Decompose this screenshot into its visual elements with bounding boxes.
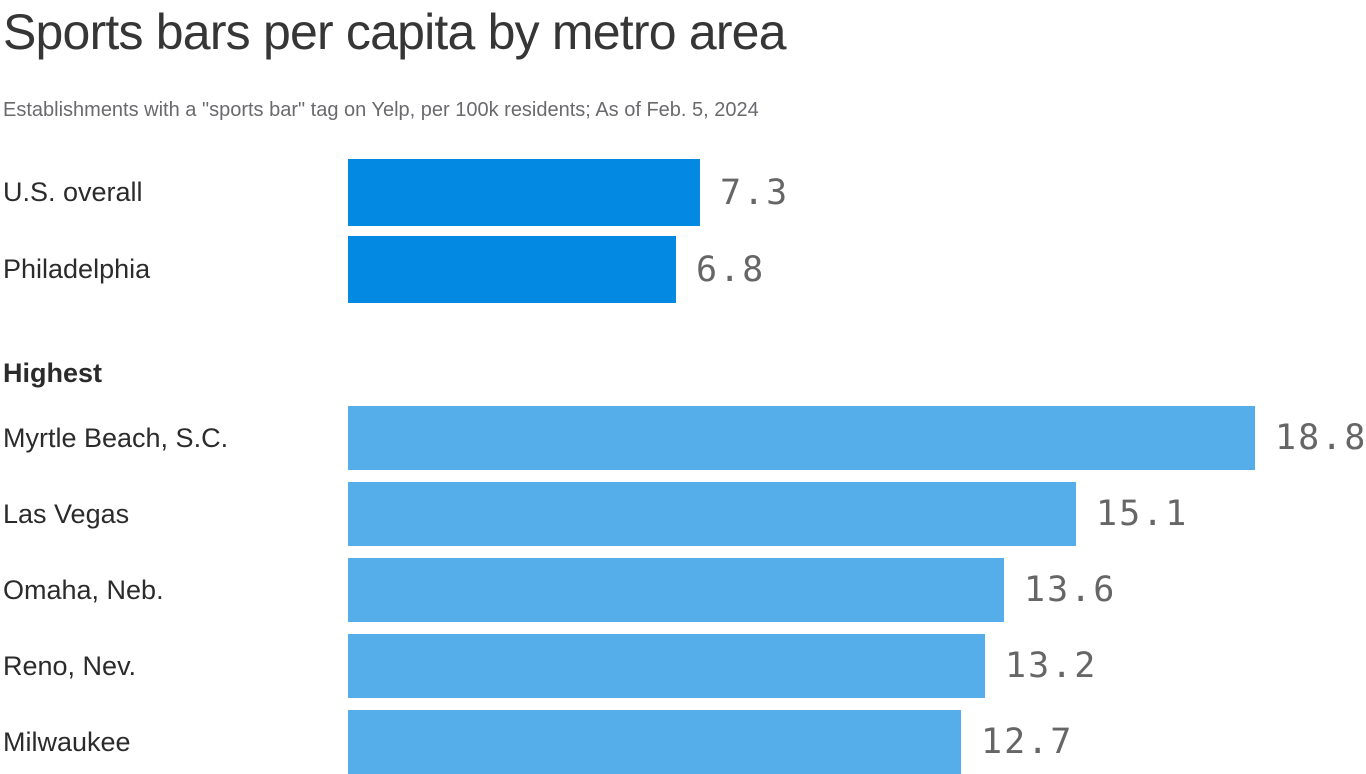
- bar-chart: U.S. overall 7.3 Philadelphia 6.8 Highest Myr…: [3, 159, 1366, 774]
- bar-value: 7.3: [720, 172, 790, 213]
- bar-value: 6.8: [696, 249, 766, 290]
- bar-label: Omaha, Neb.: [3, 574, 164, 605]
- bar: [348, 406, 1255, 470]
- group-header-highest: Highest: [3, 358, 103, 388]
- chart-subtitle: Establishments with a "sports bar" tag o…: [3, 99, 759, 121]
- bar: [348, 710, 961, 774]
- bar: [348, 482, 1076, 546]
- bar-row: Philadelphia 6.8: [3, 236, 1366, 303]
- bar: [348, 558, 1004, 622]
- bar-value: 15.1: [1096, 494, 1189, 534]
- bar-label: Milwaukee: [3, 726, 131, 757]
- bar-value: 12.7: [981, 722, 1074, 762]
- bar-row: Las Vegas 15.1: [3, 482, 1366, 546]
- bar-value: 18.8: [1275, 418, 1366, 458]
- bar-label: Myrtle Beach, S.C.: [3, 422, 229, 453]
- bar: [348, 159, 700, 226]
- bar-group: U.S. overall 7.3 Philadelphia 6.8: [3, 159, 1366, 303]
- bar-row: Myrtle Beach, S.C. 18.8: [3, 406, 1366, 470]
- bar-group: Myrtle Beach, S.C. 18.8 Las Vegas 15.1 Omaha…: [3, 406, 1366, 774]
- bar-row: Omaha, Neb. 13.6: [3, 558, 1366, 622]
- bar-row: Milwaukee 12.7: [3, 710, 1366, 774]
- bar: [348, 236, 676, 303]
- chart-title: Sports bars per capita by metro area: [3, 4, 787, 60]
- bar-value: 13.2: [1005, 646, 1098, 686]
- bar-row: U.S. overall 7.3: [3, 159, 1366, 226]
- bar-row: Reno, Nev. 13.2: [3, 634, 1366, 698]
- bar-label: Reno, Nev.: [3, 650, 137, 681]
- bar-label: Las Vegas: [3, 498, 130, 529]
- bar-label: Philadelphia: [3, 254, 151, 284]
- bar: [348, 634, 985, 698]
- bar-value: 13.6: [1024, 570, 1117, 610]
- bar-label: U.S. overall: [3, 177, 143, 207]
